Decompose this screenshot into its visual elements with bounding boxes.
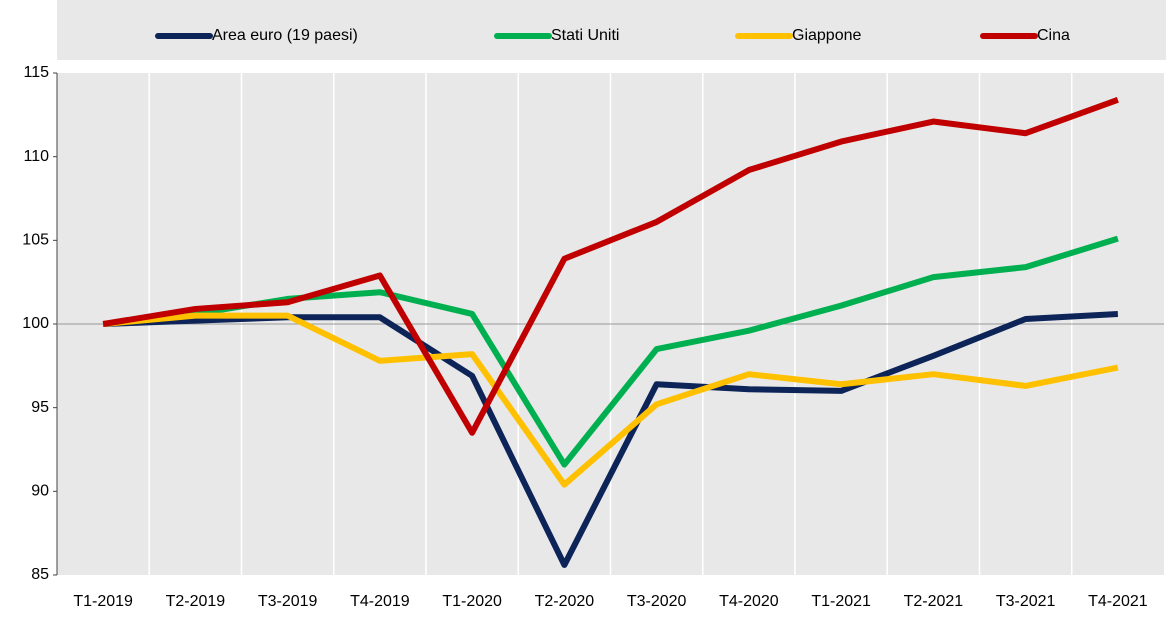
y-tick-label: 90: [31, 483, 49, 500]
legend-label: Area euro (19 paesi): [212, 27, 358, 44]
legend-label: Cina: [1037, 27, 1070, 44]
x-tick-label: T4-2020: [719, 593, 779, 610]
legend-label: Giappone: [792, 27, 861, 44]
y-tick-label: 100: [22, 315, 49, 332]
x-tick-label: T2-2020: [535, 593, 595, 610]
x-tick-label: T1-2021: [811, 593, 871, 610]
y-tick-label: 115: [23, 64, 49, 81]
y-tick-label: 85: [31, 566, 49, 583]
x-tick-label: T2-2019: [166, 593, 226, 610]
x-tick-label: T4-2021: [1088, 593, 1148, 610]
x-tick-label: T4-2019: [350, 593, 410, 610]
x-tick-label: T3-2020: [627, 593, 687, 610]
series-line: [102, 312, 1119, 488]
x-tick-label: T2-2021: [904, 593, 964, 610]
legend-background: [57, 0, 1166, 60]
x-tick-label: T3-2021: [996, 593, 1056, 610]
x-tick-label: T1-2020: [442, 593, 502, 610]
y-tick-label: 95: [31, 399, 49, 416]
x-tick-label: T1-2019: [73, 593, 133, 610]
series-line: [102, 96, 1119, 436]
y-tick-label: 110: [23, 148, 49, 165]
legend-label: Stati Uniti: [551, 27, 619, 44]
x-tick-label: T3-2019: [258, 593, 318, 610]
y-tick-label: 105: [22, 232, 49, 249]
